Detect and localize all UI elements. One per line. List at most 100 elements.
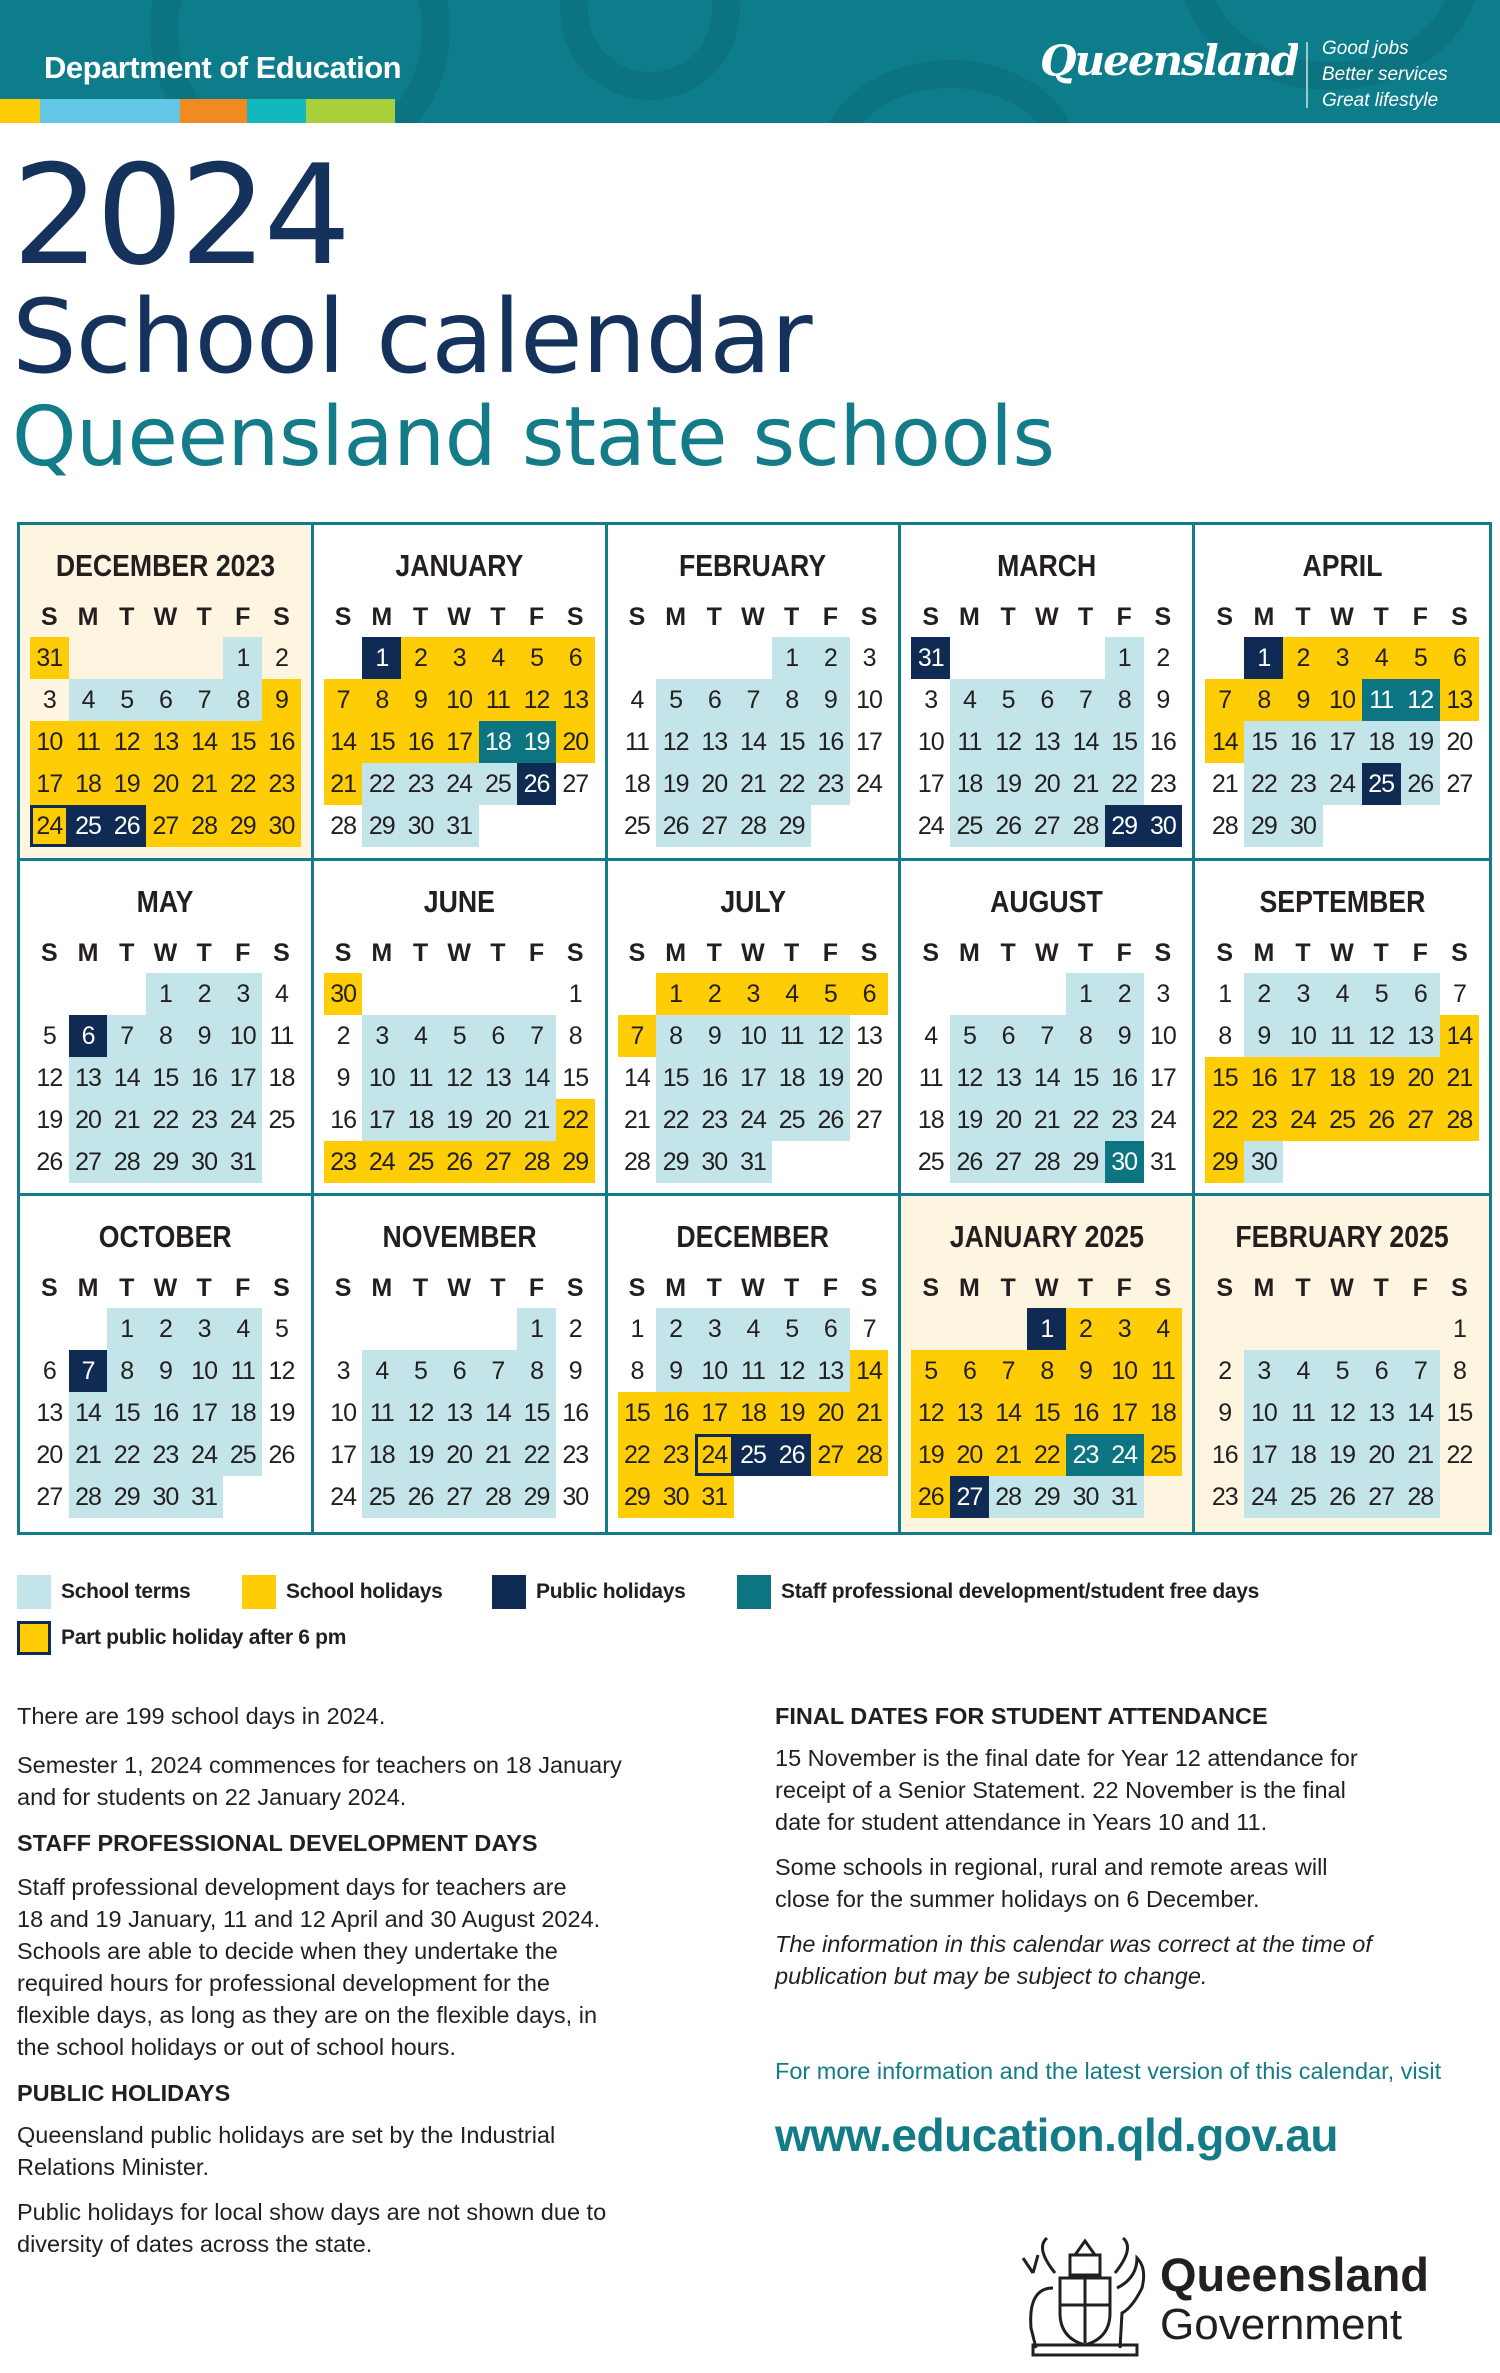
day-cell: 13 — [478, 1056, 518, 1099]
month-title: JANUARY — [395, 548, 524, 583]
day-cell: 11 — [772, 1014, 812, 1057]
weekday-label: T — [706, 938, 722, 967]
day-cell: 12 — [811, 1014, 850, 1057]
month-title: DECEMBER 2023 — [55, 548, 276, 583]
week-row: 31 1 2 — [911, 637, 1182, 679]
day-cell: 19 — [811, 1056, 850, 1099]
day-cell: 7 — [68, 1350, 108, 1393]
day-cell: 1 — [1066, 972, 1105, 1015]
semester-text: Semester 1, 2024 commences for teachers … — [17, 1749, 737, 1813]
empty-cell — [772, 1476, 811, 1518]
week-row: 11 12 13 14 15 16 17 — [911, 1056, 1182, 1099]
weekday-label: S — [273, 1274, 290, 1303]
weekday-label: S — [628, 1274, 646, 1303]
day-cell: 27 — [36, 1483, 63, 1512]
day-cell: 5 — [1361, 972, 1401, 1015]
day-cell: 21 — [1066, 763, 1105, 805]
week-row: 12 13 14 15 16 17 18 — [911, 1392, 1183, 1435]
day-cell: 28 — [624, 1147, 651, 1176]
day-cell: 4 — [68, 679, 108, 721]
day-cell: 28 — [1211, 812, 1239, 840]
week-row: 28 29 30 — [1205, 805, 1479, 847]
day-cell: 4 — [1143, 1308, 1183, 1351]
day-cell: 17 — [223, 1056, 263, 1099]
day-cell: 31 — [911, 637, 951, 679]
empty-cell — [69, 637, 108, 679]
day-cell: 31 — [439, 805, 479, 847]
day-cell: 27 — [562, 770, 589, 798]
weekday-label: T — [1077, 1274, 1094, 1303]
day-cell: 23 — [1149, 770, 1177, 798]
weekday-label: W — [153, 1274, 178, 1303]
day-cell: 15 — [656, 1056, 695, 1099]
day-cell: 29 — [1244, 805, 1284, 847]
month-august: AUGUST S M T W T F S 1 2 3 4 5 6 7 8 9 10 11 12 13 14 15 16 17 18… — [901, 860, 1196, 1197]
day-cell: 2 — [694, 972, 734, 1015]
day-cell: 23 — [1244, 1098, 1284, 1141]
weekday-label: F — [1116, 603, 1132, 631]
day-cell: 20 — [68, 1098, 108, 1141]
text-line: publication but may be subject to change… — [775, 1963, 1208, 1989]
week-row: 13 14 15 16 17 18 19 — [30, 1392, 301, 1435]
empty-cell — [850, 1141, 889, 1183]
day-cell: 14 — [1400, 1392, 1440, 1435]
month-title: FEBRUARY 2025 — [1235, 1219, 1449, 1255]
week-row: 21 22 23 24 25 26 27 — [323, 763, 595, 805]
day-cell: 6 — [68, 1014, 108, 1057]
day-cell: 30 — [262, 805, 301, 847]
weekday-label: W — [741, 603, 765, 631]
day-cell: 26 — [1322, 1476, 1362, 1519]
day-cell: 10 — [30, 721, 69, 763]
month-january: JANUARY S M T W T F S 1 2 3 4 5 6 7 8 9 10 11 12 13 14 15 16 17 1… — [313, 525, 608, 861]
empty-cell — [1440, 805, 1479, 847]
weekday-label: T — [196, 603, 212, 631]
weekday-label: S — [628, 938, 646, 967]
day-cell: 8 — [223, 679, 263, 721]
month-title: SEPTEMBER — [1259, 883, 1426, 919]
day-cell: 16 — [1283, 721, 1323, 763]
month-title: MAY — [136, 883, 194, 919]
day-cell: 7 — [107, 1014, 147, 1057]
day-cell: 27 — [68, 1140, 108, 1183]
day-cell: 13 — [1027, 721, 1067, 763]
day-cell: 24 — [362, 1140, 402, 1183]
day-cell: 26 — [517, 763, 556, 805]
day-cell: 5 — [811, 972, 850, 1015]
day-cell: 15 — [223, 721, 263, 763]
week-row: 29 30 31 — [617, 1476, 889, 1519]
day-cell: 2 — [1066, 1308, 1105, 1351]
weekday-label: M — [77, 603, 99, 631]
day-cell: 2 — [146, 1308, 185, 1351]
weekday-label: T — [1000, 603, 1016, 631]
school-days-text: There are 199 school days in 2024. — [17, 1703, 386, 1729]
weekday-label: F — [1412, 938, 1428, 967]
day-cell: 13 — [146, 721, 185, 763]
week-row: 11 12 13 14 15 16 17 — [618, 721, 889, 763]
day-cell: 24 — [694, 1434, 734, 1477]
day-cell: 30 — [401, 805, 440, 847]
day-cell: 11 — [624, 728, 650, 756]
day-cell: 18 — [401, 1098, 440, 1141]
day-cell: 22 — [617, 1434, 657, 1477]
day-cell: 29 — [1027, 1476, 1067, 1519]
day-cell: 8 — [146, 1014, 185, 1057]
week-row: 25 26 27 28 29 30 31 — [911, 1140, 1182, 1183]
day-cell: 10 — [1244, 1392, 1284, 1435]
weekday-label: W — [1330, 603, 1354, 631]
day-cell: 12 — [1361, 1014, 1401, 1057]
empty-cell — [262, 1476, 301, 1518]
empty-cell — [950, 1308, 989, 1350]
day-cell: 26 — [107, 805, 147, 847]
staff-text: Staff professional development days for … — [17, 1871, 737, 2063]
day-cell: 7 — [1205, 679, 1245, 721]
empty-cell — [1401, 1308, 1440, 1350]
day-cell: 13 — [555, 679, 595, 721]
day-cell: 23 — [1066, 1434, 1105, 1477]
website-link[interactable]: www.education.qld.gov.au — [775, 2109, 1339, 2161]
day-cell: 11 — [223, 1350, 263, 1393]
day-cell: 27 — [1446, 770, 1474, 798]
day-cell: 16 — [401, 721, 440, 763]
day-cell: 12 — [950, 1056, 989, 1099]
day-cell: 29 — [772, 805, 812, 847]
